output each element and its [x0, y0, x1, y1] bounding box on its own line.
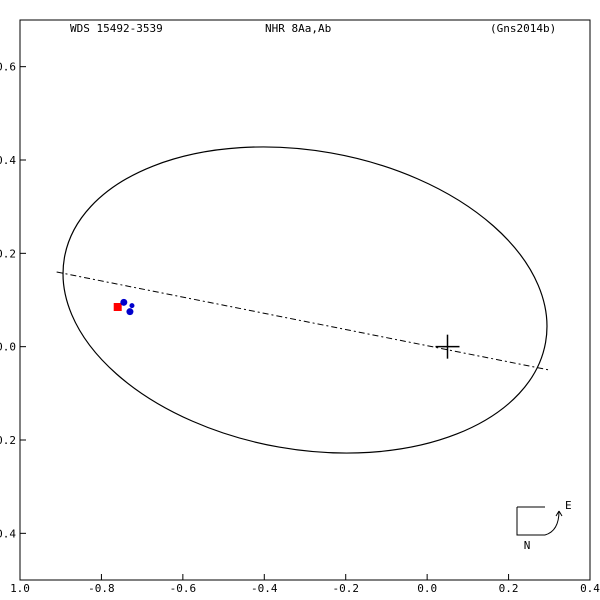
data-point: [129, 303, 134, 308]
ytick-label: -0.0: [0, 341, 16, 354]
ytick-label: -0.4: [0, 527, 16, 540]
plot-svg: WDS 15492-3539 NHR 8Aa,Ab (Gns2014b) 1.0 -0.…: [0, 0, 600, 600]
header-right: (Gns2014b): [490, 22, 556, 35]
xtick-label: -0.2: [332, 582, 359, 595]
ytick-label: -0.2: [0, 247, 16, 260]
xtick-label: 0.0: [417, 582, 437, 595]
compass-e-label: E: [565, 499, 572, 512]
header-left: WDS 15492-3539: [70, 22, 163, 35]
xtick-label: 1.0: [10, 582, 30, 595]
header-center: NHR 8Aa,Ab: [265, 22, 331, 35]
xtick-label: 0.2: [499, 582, 519, 595]
xtick-label: -0.4: [251, 582, 278, 595]
ytick-label: 0.6: [0, 61, 16, 74]
xtick-label: -0.6: [170, 582, 197, 595]
data-point: [126, 308, 133, 315]
plot-border: [20, 20, 590, 580]
ytick-label: -0.2: [0, 434, 16, 447]
data-point: [120, 299, 127, 306]
orbit-plot: WDS 15492-3539 NHR 8Aa,Ab (Gns2014b) 1.0 -0.…: [0, 0, 600, 600]
xtick-label: 0.4: [580, 582, 600, 595]
data-point: [114, 303, 122, 311]
xtick-label: -0.8: [88, 582, 115, 595]
compass-n-label: N: [524, 539, 531, 552]
ytick-label: -0.4: [0, 154, 16, 167]
